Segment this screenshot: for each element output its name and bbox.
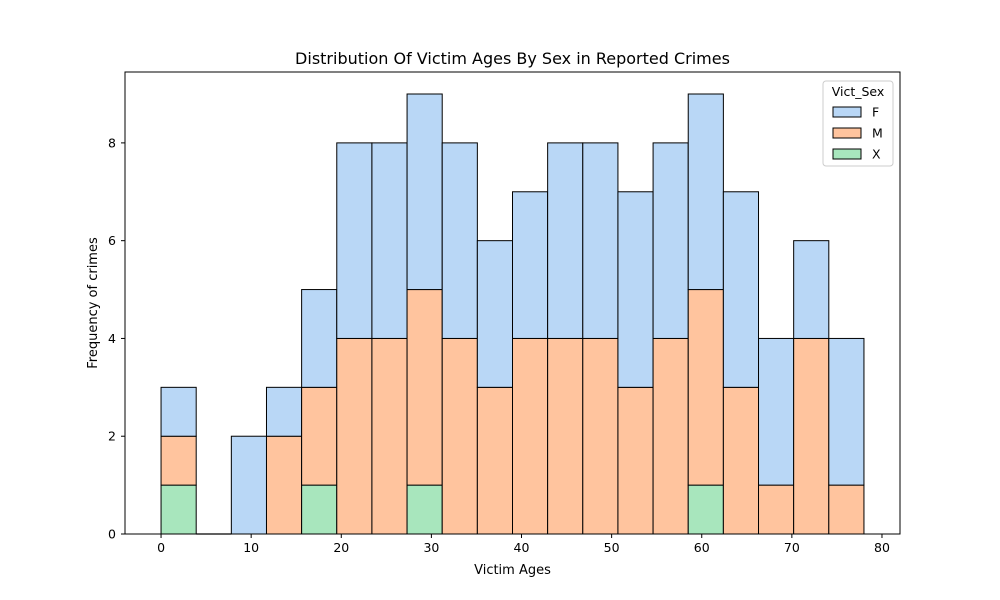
bar-x-7 [406, 484, 443, 535]
legend-swatch-f [832, 106, 862, 118]
bar-m-17 [758, 484, 795, 535]
legend-swatch-x [832, 148, 862, 160]
x-axis-ticks: 0 10 20 30 40 50 60 70 80 [157, 534, 890, 555]
x-tick-label: 0 [157, 540, 165, 555]
y-tick-label: 2 [108, 429, 116, 444]
bar-m-14 [652, 337, 689, 535]
x-tick-label: 80 [874, 540, 890, 555]
bars-group [160, 93, 865, 535]
y-axis-ticks: 0 2 4 6 8 [108, 135, 125, 542]
bar-f-9 [476, 240, 513, 388]
legend: Vict_Sex FMX [822, 80, 894, 167]
bar-x-0 [160, 484, 197, 535]
bar-m-3 [265, 435, 303, 535]
plot-frame [124, 71, 901, 535]
chart-title: Distribution Of Victim Ages By Sex in Re… [295, 49, 730, 68]
x-tick-label: 10 [243, 540, 259, 555]
y-tick-label: 6 [108, 233, 116, 248]
bar-m-6 [371, 337, 408, 535]
bar-f-17 [758, 337, 795, 486]
legend-swatch-m [832, 127, 862, 139]
x-axis-label: Victim Ages [474, 563, 551, 578]
bar-f-5 [336, 142, 373, 339]
bar-f-11 [547, 142, 584, 339]
bar-f-4 [301, 289, 338, 388]
x-tick-label: 60 [694, 540, 710, 555]
bar-f-3 [265, 386, 303, 437]
bar-f-15 [687, 93, 724, 291]
bar-f-8 [441, 142, 478, 339]
bar-m-18 [793, 337, 830, 535]
x-tick-label: 20 [333, 540, 349, 555]
legend-label-f: F [872, 105, 879, 120]
y-tick-label: 4 [108, 331, 116, 346]
bar-m-13 [617, 386, 654, 535]
bar-m-16 [722, 386, 760, 535]
y-tick-label: 0 [108, 527, 116, 542]
bar-f-14 [652, 142, 689, 339]
bar-f-16 [722, 191, 760, 388]
bar-f-18 [793, 240, 830, 339]
legend-label-m: M [872, 126, 883, 141]
x-tick-label: 70 [784, 540, 800, 555]
legend-label-x: X [872, 147, 881, 162]
bar-m-11 [547, 337, 584, 535]
bar-m-0 [160, 435, 197, 486]
legend-box [822, 80, 894, 167]
bar-m-7 [406, 289, 443, 486]
bar-f-6 [371, 142, 408, 339]
legend-items: FMX [832, 105, 883, 162]
legend-title: Vict_Sex [832, 84, 885, 99]
bar-f-12 [582, 142, 619, 339]
bar-f-0 [160, 386, 197, 437]
bar-f-19 [828, 337, 865, 486]
bar-m-19 [828, 484, 865, 535]
bar-m-12 [582, 337, 619, 535]
bar-f-13 [617, 191, 654, 388]
bar-m-10 [512, 337, 549, 535]
x-tick-label: 40 [514, 540, 530, 555]
bar-f-7 [406, 93, 443, 291]
bar-m-8 [441, 337, 478, 535]
bar-m-5 [336, 337, 373, 535]
x-tick-label: 30 [423, 540, 439, 555]
bar-m-4 [301, 386, 338, 486]
y-tick-label: 8 [108, 135, 116, 150]
bar-f-2 [230, 435, 267, 535]
bar-m-9 [476, 386, 513, 535]
y-axis-label: Frequency of crimes [86, 237, 101, 369]
x-tick-label: 50 [604, 540, 620, 555]
bar-m-15 [687, 289, 724, 486]
bar-x-4 [301, 484, 338, 535]
bar-f-10 [512, 191, 549, 339]
bar-x-15 [687, 484, 724, 535]
